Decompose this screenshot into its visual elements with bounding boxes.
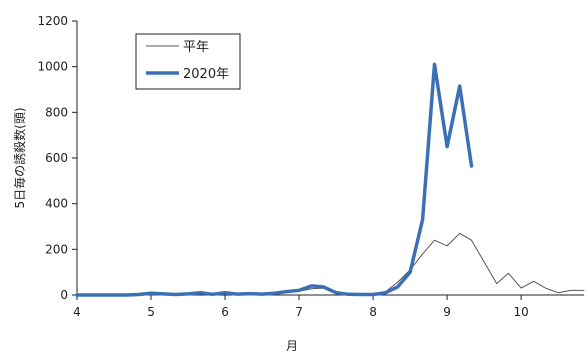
x-tick-label: 7 — [295, 305, 303, 319]
x-axis-label: 月 — [286, 339, 298, 353]
x-tick-label: 5 — [147, 305, 155, 319]
legend: 平年 2020年 — [135, 33, 241, 90]
x-tick-label: 10 — [513, 305, 528, 319]
axis-labels: 5日毎の誘殺数(頭) 月 — [12, 108, 298, 354]
y-axis-label: 5日毎の誘殺数(頭) — [12, 108, 27, 209]
series-lines — [75, 62, 585, 297]
legend-label-2020: 2020年 — [183, 67, 229, 82]
x-tick-label: 6 — [221, 305, 229, 319]
x-tick-label: 9 — [443, 305, 451, 319]
series-line-2020 — [75, 62, 474, 297]
y-tick-label: 400 — [45, 197, 68, 211]
axes: 0 200 400 600 800 1000 1200 4 5 6 7 8 9 10 — [37, 14, 584, 319]
x-tick-label: 8 — [369, 305, 377, 319]
y-tick-label: 1000 — [37, 60, 68, 74]
y-tick-label: 800 — [45, 105, 68, 119]
legend-label-normal: 平年 — [183, 40, 209, 55]
y-tick-label: 600 — [45, 151, 68, 165]
x-tick-label: 4 — [73, 305, 81, 319]
y-tick-label: 1200 — [37, 14, 68, 28]
y-tick-label: 0 — [60, 288, 68, 302]
series-line-normal — [76, 232, 585, 296]
legend-box — [135, 33, 241, 90]
y-tick-label: 200 — [45, 242, 68, 256]
